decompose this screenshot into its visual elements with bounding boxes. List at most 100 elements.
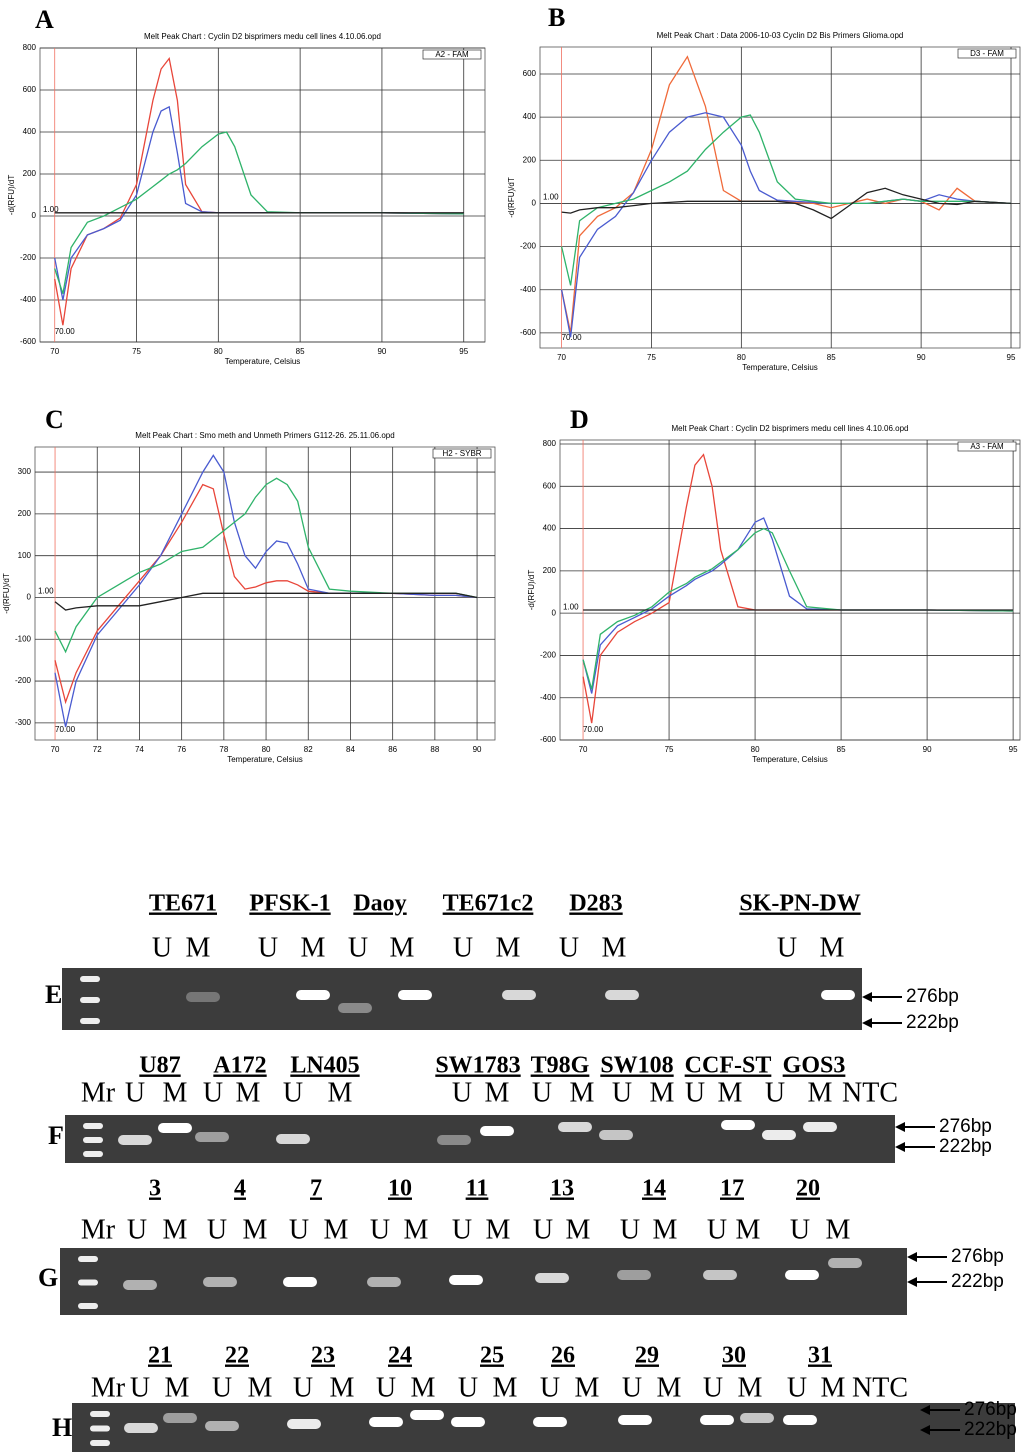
x-tick-label: 95 (1007, 353, 1016, 362)
melt-curve (54, 477, 478, 654)
threshold-label: 1.00 (563, 602, 579, 611)
band-size: 222bp (964, 1419, 1017, 1440)
y-tick-label: 200 (18, 509, 32, 518)
lane-label: U (130, 1372, 150, 1403)
lane-label: Mr (91, 1372, 126, 1403)
x-tick-label: 80 (214, 347, 223, 356)
band (821, 990, 855, 1000)
x-tick-label: 75 (132, 347, 141, 356)
arrow-head (907, 1252, 917, 1262)
x-tick-label: 86 (388, 745, 397, 754)
lane-label: U (452, 1214, 472, 1245)
x-tick-label: 90 (377, 347, 386, 356)
band-size: 276bp (906, 986, 959, 1007)
melt-curve (54, 131, 464, 294)
band (533, 1417, 567, 1427)
sample-label: 11 (466, 1176, 489, 1202)
x-tick-label: 95 (1009, 745, 1018, 754)
chart-title: Melt Peak Chart : Smo meth and Unmeth Pr… (135, 431, 394, 440)
lane-label: U (540, 1372, 560, 1403)
band-size: 276bp (964, 1399, 1017, 1420)
y-tick-label: 600 (543, 481, 557, 490)
y-tick-label: 400 (23, 127, 37, 136)
lane-label: M (411, 1372, 436, 1403)
lane-label: M (570, 1077, 595, 1108)
panel-letter: D (570, 405, 589, 434)
band (599, 1130, 633, 1140)
lane-label: M (404, 1214, 429, 1245)
lane-label: M (236, 1077, 261, 1108)
gel (62, 968, 862, 1030)
y-axis-label: -d(RFU)/dT (527, 570, 536, 611)
y-tick-label: -600 (520, 328, 537, 337)
y-tick-label: 600 (523, 69, 537, 78)
band (451, 1417, 485, 1427)
lane-label: M (486, 1214, 511, 1245)
lane-label: U (152, 932, 172, 963)
band (203, 1277, 237, 1287)
ladder-band (80, 997, 100, 1003)
band (186, 992, 220, 1002)
y-tick-label: 400 (543, 524, 557, 533)
arrow-head (862, 1018, 872, 1028)
y-tick-label: -600 (20, 337, 37, 346)
lane-label: M (186, 932, 211, 963)
lane-label: U (452, 1077, 472, 1108)
band (124, 1423, 158, 1433)
lane-label: M (650, 1077, 675, 1108)
x-tick-label: 85 (296, 347, 305, 356)
band (158, 1123, 192, 1133)
sample-label: 30 (722, 1343, 746, 1369)
band-size: 276bp (939, 1116, 992, 1137)
y-tick-label: -200 (20, 253, 37, 262)
sample-label: Daoy (353, 891, 406, 917)
x-tick-label: 82 (304, 745, 313, 754)
lane-label: U (289, 1214, 309, 1245)
x-tick-label: 95 (459, 347, 468, 356)
lane-label: U (707, 1214, 727, 1245)
lane-label: M (485, 1077, 510, 1108)
lane-label: M (165, 1372, 190, 1403)
y-axis-label: -d(RFU)/dT (2, 573, 11, 614)
x-tick-label: 78 (219, 745, 228, 754)
x-axis-label: Temperature, Celsius (225, 357, 301, 366)
x-tick-label: 84 (346, 745, 355, 754)
x-tick-label: 88 (430, 745, 439, 754)
y-tick-label: 400 (523, 112, 537, 121)
lane-label: U (453, 932, 473, 963)
sample-label: SK-PN-DW (739, 891, 860, 917)
lane-label: U (685, 1077, 705, 1108)
sample-label: 17 (720, 1176, 744, 1202)
x-tick-label: 75 (665, 745, 674, 754)
lane-label: NTC (842, 1077, 898, 1108)
ladder-band (78, 1256, 98, 1262)
sample-label: U87 (139, 1053, 180, 1079)
x-tick-label: 75 (647, 353, 656, 362)
band (617, 1270, 651, 1280)
y-tick-label: 200 (23, 169, 37, 178)
lane-label: U (212, 1372, 232, 1403)
band (283, 1277, 317, 1287)
lane-label: Mr (81, 1214, 116, 1245)
x-axis-label: Temperature, Celsius (742, 363, 818, 372)
sample-label: 26 (551, 1343, 575, 1369)
lane-label: M (390, 932, 415, 963)
lane-label: U (790, 1214, 810, 1245)
band (502, 990, 536, 1000)
sample-label: 13 (550, 1176, 574, 1202)
x-tick-label: 80 (751, 745, 760, 754)
lane-label: M (493, 1372, 518, 1403)
sample-label: PFSK-1 (249, 891, 330, 917)
lane-label: U (207, 1214, 227, 1245)
legend-label: A3 - FAM (970, 442, 1004, 451)
y-tick-label: -600 (540, 735, 557, 744)
lane-label: U (127, 1214, 147, 1245)
lane-label: M (243, 1214, 268, 1245)
lane-label: M (163, 1077, 188, 1108)
y-tick-label: 0 (532, 199, 537, 208)
y-tick-label: 0 (32, 211, 37, 220)
plot-frame (39, 47, 486, 343)
band (618, 1415, 652, 1425)
band (437, 1135, 471, 1145)
melt-curve (582, 517, 1014, 694)
